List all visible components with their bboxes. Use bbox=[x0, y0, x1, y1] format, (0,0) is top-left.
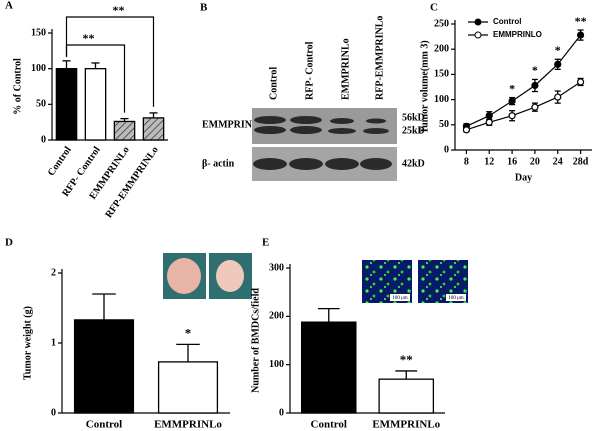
significance-label: * bbox=[532, 63, 538, 77]
y-axis-label: % of Control bbox=[12, 58, 23, 115]
significance-label: ** bbox=[400, 352, 413, 367]
bar bbox=[55, 68, 78, 141]
point bbox=[508, 97, 516, 105]
x-tick-label: 20 bbox=[530, 156, 540, 167]
y-tick-label: 250 bbox=[434, 18, 449, 29]
significance-label: * bbox=[555, 43, 561, 57]
significance-label: ** bbox=[113, 3, 125, 17]
point bbox=[508, 112, 516, 120]
point bbox=[576, 31, 585, 39]
y-tick-label: 50 bbox=[439, 119, 449, 130]
bar bbox=[378, 378, 435, 414]
lane-label: RFP- Control bbox=[304, 41, 315, 100]
x-axis-label: Day bbox=[515, 172, 532, 183]
y-tick-label: 200 bbox=[434, 43, 449, 54]
panel-letter: E bbox=[262, 237, 269, 249]
x-tick-label: Control bbox=[86, 419, 122, 431]
blot-membrane bbox=[252, 108, 397, 144]
series-line bbox=[466, 81, 581, 131]
legend-label: EMMPRINLO bbox=[493, 30, 542, 39]
row-label: EMMPRIN bbox=[202, 119, 253, 130]
scale-bar-label: 100 μm bbox=[392, 296, 407, 301]
significance-label: ** bbox=[575, 14, 587, 28]
series-line bbox=[466, 34, 582, 127]
size-label: 56kD bbox=[402, 112, 425, 123]
y-tick-label: 100 bbox=[31, 63, 46, 74]
bar bbox=[113, 120, 136, 141]
panel-letter: D bbox=[5, 237, 13, 249]
size-label: 25kD bbox=[402, 125, 425, 136]
point bbox=[576, 78, 585, 86]
point bbox=[531, 103, 539, 111]
bar bbox=[157, 361, 219, 414]
x-tick-label: 16 bbox=[507, 156, 517, 167]
y-axis-label: Number of BMDCs/field bbox=[250, 288, 261, 393]
y-tick-label: 0 bbox=[444, 144, 449, 155]
y-tick-label: 100 bbox=[434, 94, 449, 105]
y-tick-label: 200 bbox=[269, 311, 284, 322]
legend-label: Control bbox=[493, 17, 521, 26]
lane-label: Control bbox=[268, 67, 279, 100]
x-tick-label: EMMPRINLo bbox=[372, 419, 440, 431]
panel-letter: C bbox=[430, 2, 438, 14]
panel-letter: A bbox=[5, 0, 13, 12]
y-tick-label: 100 bbox=[269, 359, 284, 370]
y-tick-label: 50 bbox=[36, 99, 46, 110]
x-tick-label: 24 bbox=[553, 156, 563, 167]
significance-label: ** bbox=[83, 31, 95, 45]
scale-bar-box bbox=[390, 294, 410, 301]
point bbox=[554, 93, 562, 101]
y-axis-label: Tumor weight (g) bbox=[22, 306, 33, 380]
x-tick-label: RFP-EMMPRINLo bbox=[103, 145, 160, 220]
significance-label: * bbox=[509, 81, 515, 95]
bar bbox=[300, 321, 357, 414]
y-tick-label: 0 bbox=[41, 134, 46, 145]
bar bbox=[142, 117, 165, 141]
point bbox=[462, 126, 471, 134]
x-tick-label: EMMPRINLo bbox=[154, 419, 222, 431]
significance-bracket bbox=[65, 16, 155, 107]
x-tick-label: Control bbox=[46, 145, 74, 179]
y-tick-label: 2 bbox=[51, 267, 56, 278]
y-tick-label: 1 bbox=[51, 337, 56, 348]
x-tick-label: 12 bbox=[484, 156, 494, 167]
x-tick-label: 28d bbox=[573, 156, 589, 167]
bar bbox=[73, 319, 135, 414]
tumor bbox=[167, 258, 201, 294]
row-label: β- actin bbox=[202, 158, 235, 169]
legend-marker bbox=[474, 18, 482, 26]
lane-label: EMMPRINLo bbox=[340, 38, 351, 100]
tumor bbox=[216, 260, 244, 292]
size-label: 42kD bbox=[402, 158, 425, 169]
y-axis-label: Tumor volume(mm 3) bbox=[419, 40, 430, 133]
y-tick-label: 0 bbox=[51, 407, 56, 418]
scale-bar-label: 100 μm bbox=[448, 296, 463, 301]
panel-letter: B bbox=[200, 2, 208, 14]
point bbox=[485, 112, 493, 120]
x-tick-label: 8 bbox=[464, 156, 469, 167]
y-tick-label: 150 bbox=[434, 69, 449, 80]
y-tick-label: 150 bbox=[31, 27, 46, 38]
y-tick-label: 300 bbox=[269, 262, 284, 273]
point bbox=[554, 60, 562, 68]
bar bbox=[84, 68, 107, 141]
lane-label: RFP-EMMPRINLo bbox=[374, 16, 385, 100]
legend-marker bbox=[474, 31, 482, 39]
blot-bands bbox=[253, 116, 392, 170]
point bbox=[531, 81, 539, 90]
y-tick-label: 0 bbox=[279, 407, 284, 418]
point bbox=[485, 118, 493, 126]
scale-bar-box bbox=[446, 294, 466, 301]
x-tick-label: Control bbox=[311, 419, 347, 431]
significance-label: * bbox=[185, 325, 192, 340]
